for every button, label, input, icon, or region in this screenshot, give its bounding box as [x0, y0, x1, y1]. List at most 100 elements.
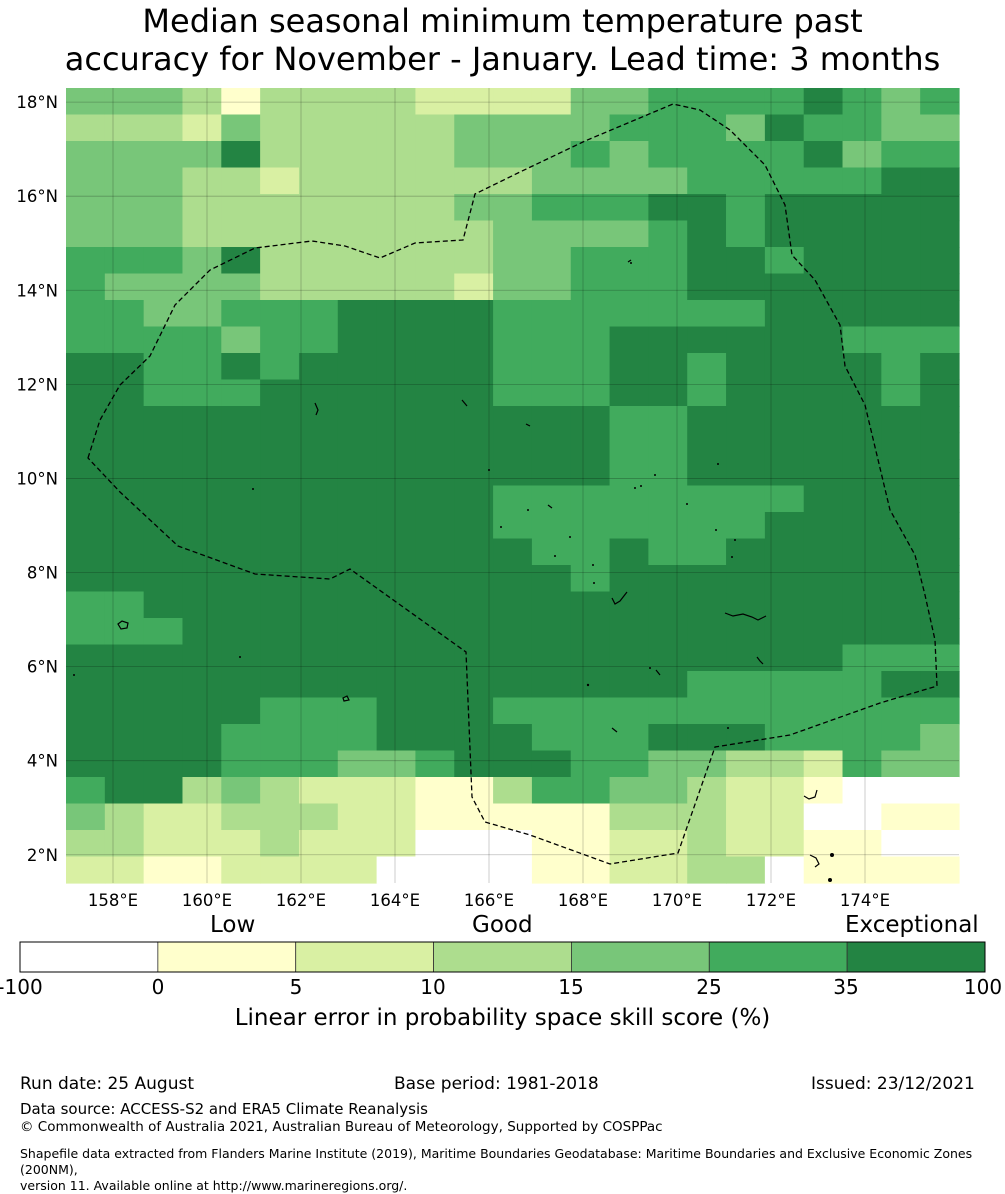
grid-cell: [376, 326, 417, 354]
grid-cell: [182, 88, 222, 116]
grid-cell: [803, 803, 844, 831]
grid-cell: [493, 565, 533, 593]
grid-cell: [143, 459, 184, 487]
grid-cell: [454, 141, 494, 169]
grid-cell: [337, 300, 378, 328]
colorbar-frame: [19, 941, 986, 973]
grid-cell: [337, 697, 378, 725]
grid-cell: [298, 247, 339, 275]
grid-cell: [881, 856, 921, 884]
grid-cell: [726, 326, 766, 354]
grid-cell: [881, 644, 921, 672]
grid-cell: [881, 379, 921, 407]
grid-cell: [648, 591, 688, 619]
grid-cell: [648, 88, 688, 116]
grid-cell: [182, 671, 222, 699]
grid-cell: [104, 803, 145, 831]
grid-cell: [182, 353, 222, 381]
grid-cell: [376, 247, 417, 275]
grid-cell: [337, 485, 378, 513]
grid-cell: [687, 830, 727, 858]
grid-cell: [298, 671, 339, 699]
lat-tick-label: 14°N: [16, 281, 58, 300]
grid-cell: [493, 114, 533, 142]
grid-cell: [415, 141, 455, 169]
grid-cell: [182, 114, 222, 142]
grid-cell: [531, 220, 572, 248]
grid-cell: [570, 194, 611, 222]
grid-cell: [182, 750, 222, 778]
shapefile-credit-line-2: version 11. Available online at http://w…: [20, 1178, 408, 1193]
grid-cell: [570, 803, 611, 831]
grid-cell: [104, 300, 145, 328]
grid-cell: [570, 830, 611, 858]
grid-cell: [298, 353, 339, 381]
grid-cell: [493, 830, 533, 858]
grid-cell: [415, 273, 455, 301]
grid-cell: [376, 300, 417, 328]
grid-cell: [493, 167, 533, 195]
grid-cell: [687, 88, 727, 116]
lat-tick-label: 2°N: [27, 846, 58, 865]
grid-cell: [531, 485, 572, 513]
grid-cell: [687, 247, 727, 275]
grid-cell: [104, 273, 145, 301]
grid-cell: [531, 538, 572, 566]
grid-cell: [143, 141, 184, 169]
shapefile-credit-line-1: Shapefile data extracted from Flanders M…: [20, 1146, 973, 1177]
grid-cell: [609, 565, 649, 593]
grid-cell: [143, 167, 184, 195]
grid-cell: [609, 88, 649, 116]
colorbar-segment: [157, 941, 297, 973]
grid-cell: [143, 353, 184, 381]
grid-cell: [687, 353, 727, 381]
grid-cell: [648, 750, 688, 778]
grid-cell: [687, 803, 727, 831]
grid-cell: [726, 167, 766, 195]
grid-cell: [764, 644, 805, 672]
grid-cell: [842, 220, 882, 248]
grid-cell: [687, 379, 727, 407]
grid-cell: [298, 88, 339, 116]
grid-cell: [493, 141, 533, 169]
grid-cell: [842, 618, 882, 646]
grid-cell: [726, 459, 766, 487]
grid-cell: [221, 141, 261, 169]
grid-cell: [104, 114, 145, 142]
grid-cell: [143, 697, 184, 725]
grid-cell: [881, 777, 921, 805]
grid-cell: [648, 141, 688, 169]
grid-cell: [376, 565, 417, 593]
grid-cell: [764, 141, 805, 169]
grid-cell: [687, 671, 727, 699]
grid-cell: [415, 247, 455, 275]
lon-tick-label: 164°E: [370, 891, 420, 910]
grid-cell: [570, 379, 611, 407]
grid-cell: [531, 432, 572, 460]
grid-cell: [648, 485, 688, 513]
grid-cell: [415, 856, 455, 884]
grid-cell: [104, 88, 145, 116]
grid-cell: [337, 326, 378, 354]
grid-cell: [260, 326, 300, 354]
grid-cell: [726, 644, 766, 672]
grid-cell: [920, 220, 960, 248]
grid-cell: [570, 88, 611, 116]
grid-cell: [570, 273, 611, 301]
grid-cell: [260, 750, 300, 778]
grid-cell: [842, 459, 882, 487]
grid-cell: [726, 379, 766, 407]
grid-cell: [493, 194, 533, 222]
grid-cell: [454, 485, 494, 513]
grid-cell: [104, 247, 145, 275]
grid-cell: [454, 273, 494, 301]
grid-cell: [842, 406, 882, 434]
grid-cell: [337, 644, 378, 672]
grid-cell: [143, 538, 184, 566]
grid-cell: [66, 432, 106, 460]
grid-cell: [726, 697, 766, 725]
grid-cell: [66, 830, 106, 858]
grid-cell: [803, 724, 844, 752]
grid-cell: [493, 300, 533, 328]
grid-cell: [648, 300, 688, 328]
